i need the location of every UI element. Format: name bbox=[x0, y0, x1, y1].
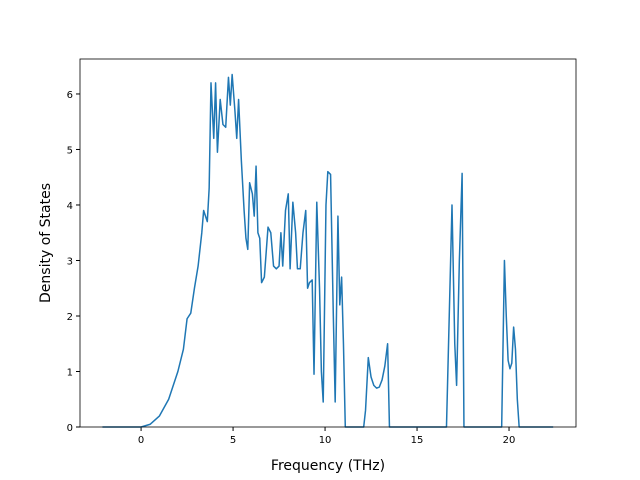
y-axis-label: Density of States bbox=[38, 183, 54, 303]
x-axis-label: Frequency (THz) bbox=[271, 458, 385, 474]
y-tick-label: 4 bbox=[67, 201, 73, 212]
x-tick-label: 0 bbox=[138, 435, 144, 446]
y-tick-label: 5 bbox=[67, 145, 73, 156]
y-tick-label: 2 bbox=[67, 312, 73, 323]
x-tick-label: 10 bbox=[319, 435, 332, 446]
plot-frame bbox=[79, 58, 577, 428]
line bbox=[102, 73, 554, 428]
y-tick-label: 0 bbox=[67, 423, 73, 434]
y-tick-label: 1 bbox=[67, 367, 73, 378]
y-tick-label: 3 bbox=[67, 256, 73, 267]
y-tick-label: 6 bbox=[67, 90, 73, 101]
x-tick-label: 20 bbox=[503, 435, 516, 446]
x-tick-label: 15 bbox=[411, 435, 424, 446]
x-tick-label: 5 bbox=[230, 435, 236, 446]
